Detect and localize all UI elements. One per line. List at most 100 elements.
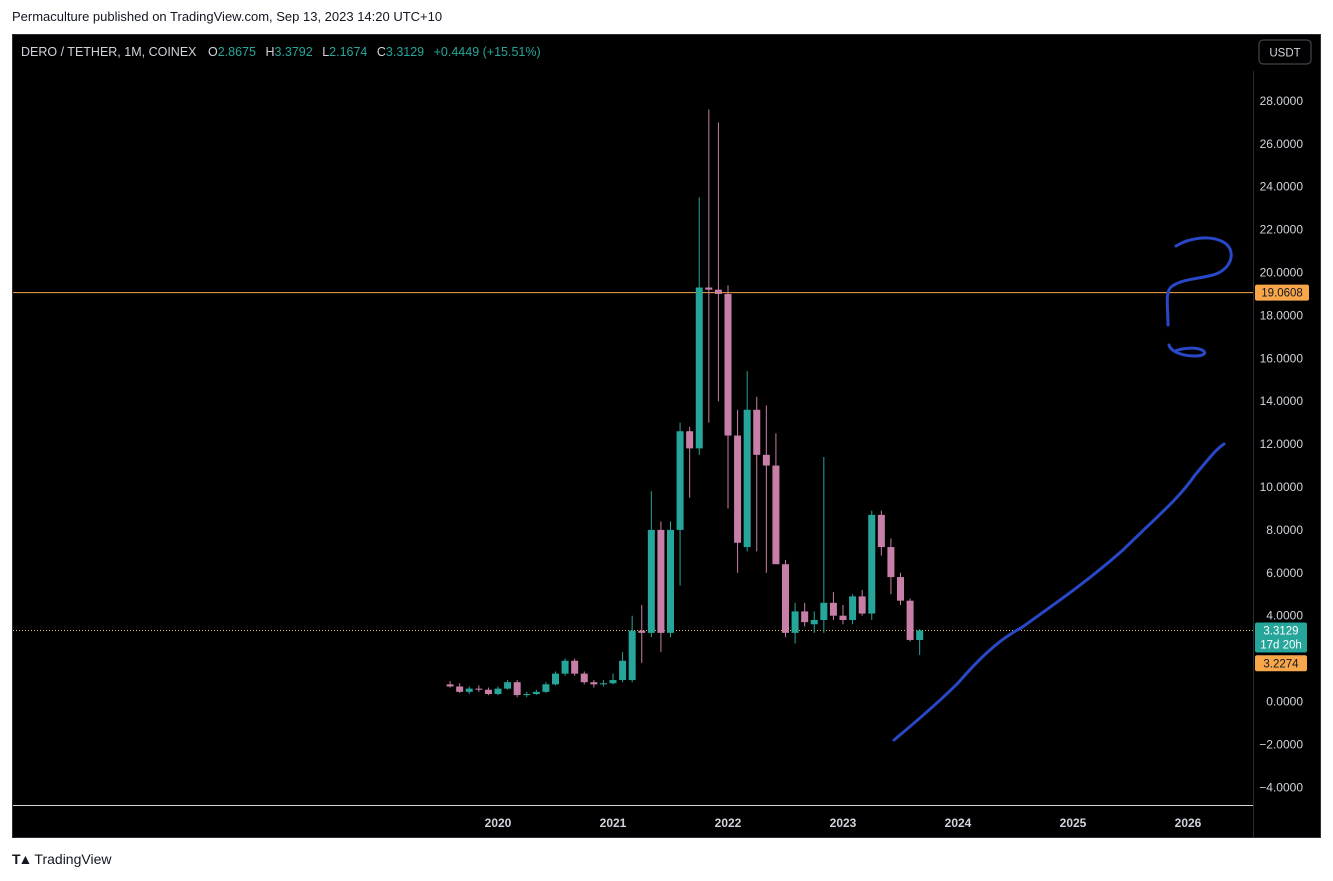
candle-body	[839, 615, 847, 620]
candle[interactable]	[494, 686, 502, 696]
candle[interactable]	[820, 456, 828, 633]
candle-body	[475, 688, 483, 690]
candle[interactable]	[810, 611, 818, 633]
candle[interactable]	[887, 538, 895, 595]
x-tick-label: 2021	[600, 816, 627, 830]
candle[interactable]	[484, 687, 492, 696]
candle-body	[762, 454, 770, 466]
candle[interactable]	[619, 652, 627, 683]
candle[interactable]	[858, 589, 866, 616]
candle[interactable]	[571, 658, 579, 676]
candle[interactable]	[647, 491, 655, 638]
candle[interactable]	[877, 510, 885, 556]
candle[interactable]	[446, 681, 454, 688]
candle[interactable]	[762, 405, 770, 573]
candle[interactable]	[561, 658, 569, 676]
legend-low-label: L	[322, 45, 329, 59]
candle[interactable]	[724, 285, 732, 509]
candle-body	[753, 409, 761, 455]
candle[interactable]	[753, 396, 761, 552]
candle[interactable]	[734, 409, 742, 573]
candle-body	[580, 673, 588, 683]
candle-body	[657, 529, 665, 633]
x-tick-label: 2023	[830, 816, 857, 830]
y-tick-label: −2.0000	[1259, 737, 1303, 751]
candle[interactable]	[801, 602, 809, 627]
candle-body	[552, 673, 559, 685]
legend-line: DERO / TETHER, 1M, COINEX O2.8675 H3.379…	[21, 45, 541, 59]
candle-body	[705, 287, 713, 290]
candle[interactable]	[638, 604, 646, 663]
y-tick-label: 18.0000	[1260, 308, 1304, 322]
candle[interactable]	[628, 615, 636, 683]
candle[interactable]	[686, 426, 694, 498]
currency-button[interactable]: USDT	[1258, 39, 1312, 65]
candle-body	[695, 287, 703, 449]
candle[interactable]	[839, 604, 847, 625]
x-tick-label: 2026	[1175, 816, 1202, 830]
candle[interactable]	[542, 682, 550, 693]
candle[interactable]	[599, 680, 607, 687]
candle-body	[858, 596, 866, 614]
candle[interactable]	[667, 521, 674, 638]
candle-body	[714, 289, 722, 294]
candle[interactable]	[523, 691, 531, 698]
candle[interactable]	[532, 689, 540, 696]
candle-body	[724, 293, 732, 436]
x-tick-label: 2022	[715, 816, 742, 830]
candle[interactable]	[676, 422, 684, 586]
candle[interactable]	[897, 572, 904, 605]
candle[interactable]	[580, 671, 588, 685]
candle[interactable]	[705, 109, 713, 423]
candle[interactable]	[513, 680, 521, 698]
y-tick-label: 4.0000	[1266, 609, 1303, 623]
candle[interactable]	[609, 673, 617, 685]
candle[interactable]	[743, 371, 751, 552]
candle[interactable]	[906, 598, 914, 642]
candle[interactable]	[465, 686, 473, 694]
candle[interactable]	[714, 122, 722, 402]
prev-price-label: 3.2274	[1263, 658, 1299, 670]
y-tick-label: 26.0000	[1260, 137, 1304, 151]
candle-body	[887, 547, 895, 578]
candle-body	[647, 529, 655, 633]
candle[interactable]	[590, 680, 598, 688]
candle[interactable]	[849, 594, 857, 625]
candle-body	[513, 682, 521, 696]
y-tick-label: 24.0000	[1260, 180, 1304, 194]
candle[interactable]	[456, 683, 464, 693]
y-tick-label: 28.0000	[1260, 94, 1304, 108]
y-tick-label: 0.0000	[1266, 695, 1303, 709]
candle-body	[810, 619, 818, 625]
candle-body	[561, 660, 569, 674]
footer-brand[interactable]: T▲ TradingView	[12, 851, 111, 867]
horizontal-line-price-tag	[1255, 284, 1309, 301]
legend-close-label: C	[377, 45, 386, 59]
tradingview-logo-icon: T▲	[12, 851, 32, 867]
drawn-question-dot	[1167, 343, 1207, 358]
candle[interactable]	[657, 521, 665, 653]
candle[interactable]	[916, 629, 924, 656]
chart-frame[interactable]: DERO / TETHER, 1M, COINEX O2.8675 H3.379…	[12, 34, 1321, 838]
candle[interactable]	[829, 592, 837, 620]
candle[interactable]	[695, 197, 703, 455]
x-tick-label: 2025	[1060, 816, 1087, 830]
candle-body	[868, 514, 876, 614]
legend-change: +0.4449 (+15.51%)	[434, 45, 541, 59]
legend-close-value: 3.3129	[386, 45, 424, 59]
candle[interactable]	[552, 671, 559, 686]
candle-body	[494, 688, 502, 694]
candle[interactable]	[504, 680, 512, 690]
candle[interactable]	[791, 602, 799, 644]
legend-open-label: O	[208, 45, 218, 59]
candle[interactable]	[772, 433, 780, 565]
candle-body	[782, 564, 789, 633]
candle[interactable]	[868, 510, 876, 620]
candle[interactable]	[475, 685, 483, 692]
y-tick-label: 16.0000	[1260, 351, 1304, 365]
legend-high-value: 3.3792	[274, 45, 312, 59]
chart-svg[interactable]: DERO / TETHER, 1M, COINEX O2.8675 H3.379…	[13, 35, 1320, 837]
candle[interactable]	[782, 559, 789, 638]
candle-body	[791, 611, 799, 633]
legend-low-value: 2.1674	[329, 45, 367, 59]
